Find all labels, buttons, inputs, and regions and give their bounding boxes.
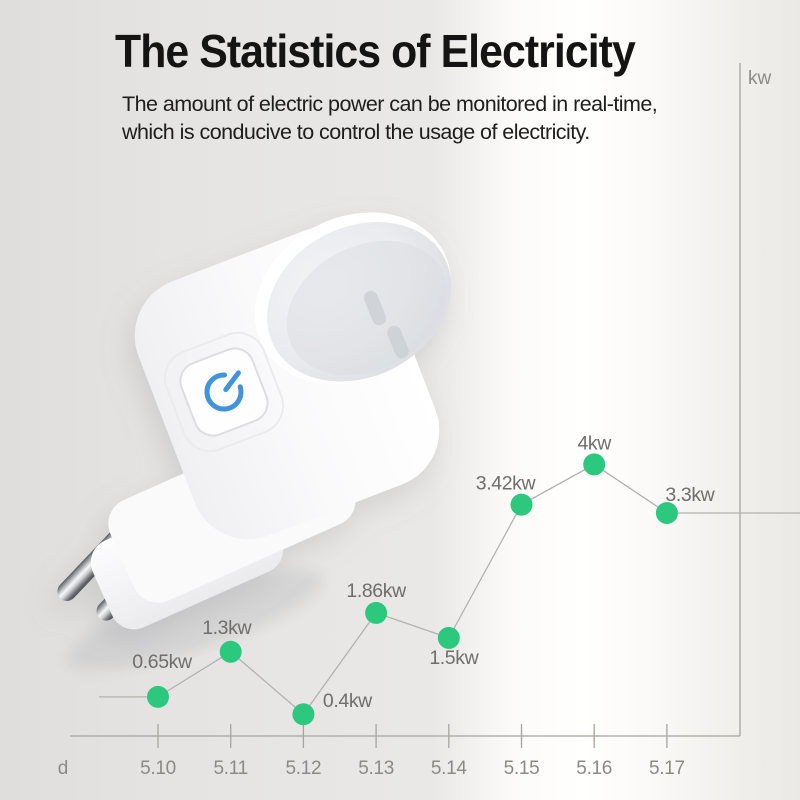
x-tick-label: 5.11 <box>214 758 248 779</box>
data-point <box>583 453 606 476</box>
data-point-label: 4kw <box>577 432 612 454</box>
data-point <box>655 501 678 524</box>
data-point <box>292 703 315 726</box>
page-subtitle: The amount of electric power can be moni… <box>122 90 658 146</box>
socket-slot <box>363 290 387 326</box>
x-tick-label: 5.17 <box>649 758 685 779</box>
data-point-label: 1.5kw <box>429 647 479 669</box>
data-point <box>437 626 460 649</box>
page-title: The Statistics of Electricity <box>115 25 636 77</box>
data-point-label: 0.4kw <box>323 690 373 712</box>
data-point-label: 0.65kw <box>132 651 193 673</box>
power-button <box>163 331 285 453</box>
x-tick-label: 5.16 <box>576 758 612 779</box>
data-point-label: 3.42kw <box>476 473 537 495</box>
x-tick-label: 5.14 <box>431 758 468 779</box>
x-axis-prefix-label: d <box>58 758 69 779</box>
data-point-label: 3.3kw <box>665 484 715 506</box>
data-point <box>510 493 533 516</box>
y-axis-unit-label: kw <box>748 68 772 89</box>
data-point <box>219 640 242 663</box>
data-point-label: 1.86kw <box>346 580 407 602</box>
plug-wall-shadow <box>66 569 324 671</box>
subtitle-line-1: The amount of electric power can be moni… <box>122 92 658 116</box>
subtitle-line-2: which is conducive to control the usage … <box>122 120 590 144</box>
data-point-label: 1.3kw <box>202 617 252 639</box>
x-tick-label: 5.10 <box>140 758 176 779</box>
socket-slot <box>387 325 409 359</box>
data-point <box>365 601 388 624</box>
x-tick-label: 5.12 <box>286 758 322 779</box>
x-tick-label: 5.13 <box>358 758 394 779</box>
data-line <box>99 463 800 716</box>
data-point <box>147 685 169 708</box>
x-tick-label: 5.15 <box>504 758 540 779</box>
power-icon <box>204 370 244 412</box>
